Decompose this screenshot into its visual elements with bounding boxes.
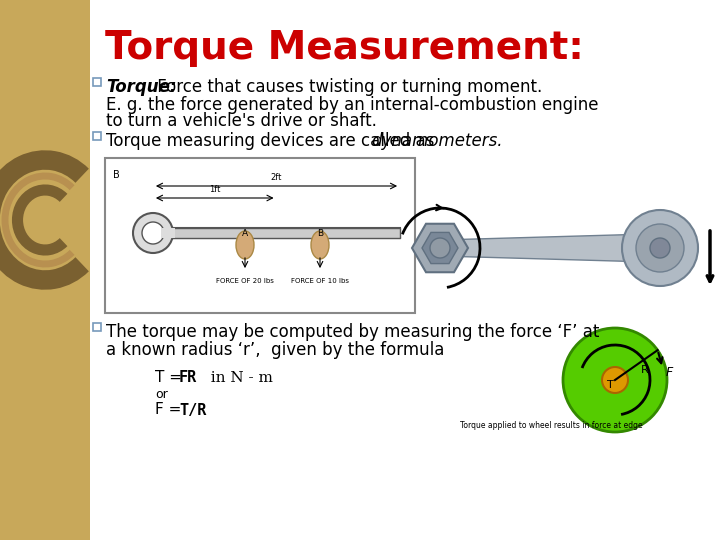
Circle shape [133,213,173,253]
Text: F: F [665,366,673,379]
Ellipse shape [311,231,329,259]
Polygon shape [440,234,650,262]
Text: a known radius ‘r’,  given by the formula: a known radius ‘r’, given by the formula [106,341,444,359]
Text: FR: FR [179,370,197,386]
Text: dynamometers.: dynamometers. [371,132,503,150]
Text: FORCE OF 20 lbs: FORCE OF 20 lbs [216,278,274,284]
Polygon shape [161,228,175,238]
Circle shape [636,224,684,272]
Circle shape [430,238,450,258]
Text: Torque Measurement:: Torque Measurement: [105,29,584,67]
Polygon shape [422,232,458,264]
Text: 2ft: 2ft [271,173,282,182]
Text: FORCE OF 10 lbs: FORCE OF 10 lbs [291,278,349,284]
Text: Torque:: Torque: [106,78,176,96]
Text: in N - m: in N - m [201,371,273,385]
Text: E. g. the force generated by an internal-combustion engine: E. g. the force generated by an internal… [106,96,598,114]
Text: F =: F = [155,402,186,417]
Polygon shape [412,224,468,272]
Text: A: A [242,230,248,239]
Text: T: T [607,380,613,390]
Circle shape [563,328,667,432]
Circle shape [622,210,698,286]
Text: R: R [641,365,649,375]
Polygon shape [0,0,90,540]
Circle shape [602,367,628,393]
Text: or: or [155,388,168,401]
Text: B: B [113,170,120,180]
Text: T =: T = [155,370,187,386]
FancyBboxPatch shape [105,158,415,313]
Text: The torque may be computed by measuring the force ‘F’ at: The torque may be computed by measuring … [106,323,599,341]
Text: B: B [317,230,323,239]
Circle shape [650,238,670,258]
Ellipse shape [236,231,254,259]
Text: 1ft: 1ft [209,185,220,194]
Polygon shape [90,0,720,540]
Circle shape [142,222,164,244]
Text: T/R: T/R [179,402,207,417]
Text: Torque applied to wheel results in force at edge: Torque applied to wheel results in force… [460,421,643,429]
Text: to turn a vehicle's drive or shaft.: to turn a vehicle's drive or shaft. [106,112,377,130]
Text: Force that causes twisting or turning moment.: Force that causes twisting or turning mo… [152,78,542,96]
Text: Torque measuring devices are called as: Torque measuring devices are called as [106,132,440,150]
FancyBboxPatch shape [155,228,400,238]
